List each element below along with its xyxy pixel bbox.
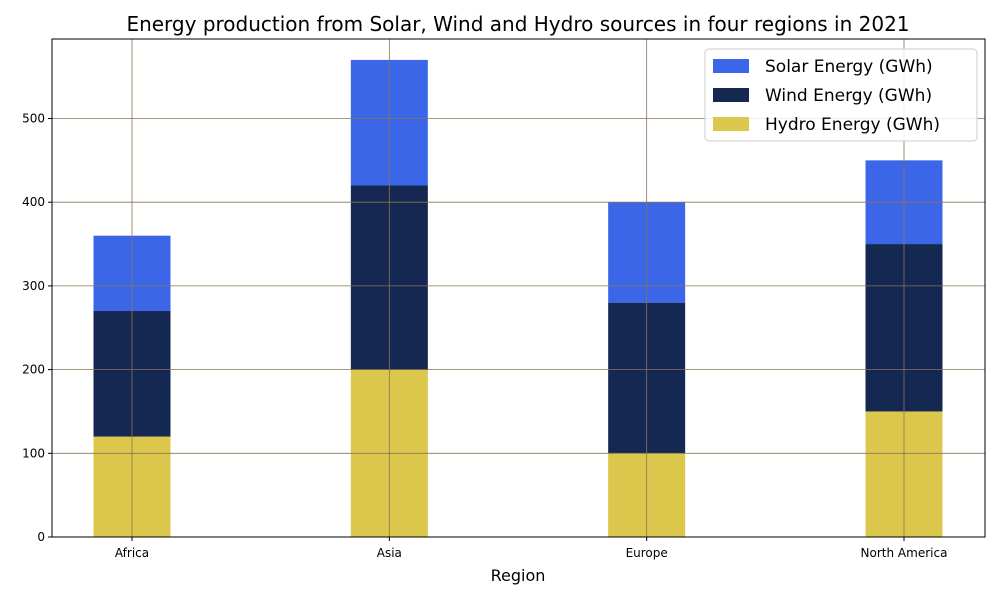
legend-swatch [713, 59, 749, 73]
legend-swatch [713, 88, 749, 102]
legend-swatch [713, 117, 749, 131]
x-tick-label: Europe [626, 546, 668, 560]
y-tick-label: 400 [22, 195, 45, 209]
x-tick-label: North America [861, 546, 948, 560]
chart-title: Energy production from Solar, Wind and H… [126, 12, 909, 36]
plot-frame [51, 38, 986, 538]
y-tick-label: 300 [22, 279, 45, 293]
legend-label: Solar Energy (GWh) [765, 57, 933, 77]
x-tick-label: Asia [377, 546, 402, 560]
y-tick-label: 500 [22, 112, 45, 126]
y-tick-label: 100 [22, 446, 45, 460]
legend-label: Hydro Energy (GWh) [765, 115, 940, 135]
legend-label: Wind Energy (GWh) [765, 86, 932, 106]
axes-layer: 0 100 200 300 400 500 Africa Asia Europe North Am… [22, 38, 986, 560]
y-tick-label: 200 [22, 363, 45, 377]
x-axis-title: Region [491, 566, 546, 585]
y-tick-label: 0 [37, 530, 45, 544]
legend: Solar Energy (GWh) Wind Energy (GWh) Hydro… [704, 48, 978, 142]
legend-box [704, 48, 978, 142]
x-tick-label: Africa [115, 546, 149, 560]
